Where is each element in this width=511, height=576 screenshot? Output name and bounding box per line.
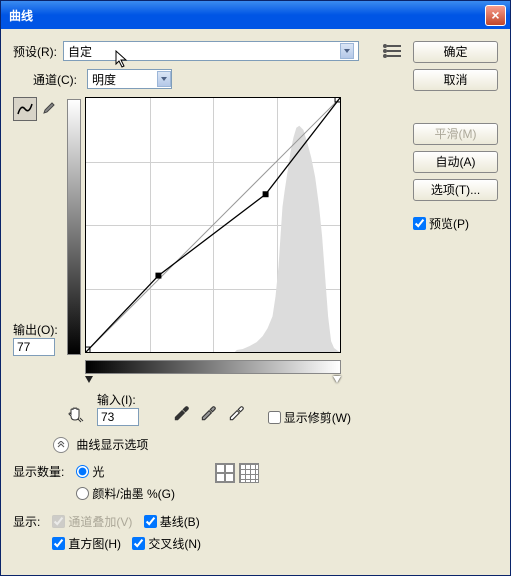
baseline-label: 基线(B) <box>160 513 200 530</box>
curve-icon <box>17 103 33 115</box>
slider-triangles <box>85 376 341 383</box>
show-options: 通道叠加(V) 基线(B) 直方图(H) 交叉线(N) <box>52 513 209 553</box>
channel-row: 通道(C): 明度 <box>33 69 403 89</box>
histogram-checkbox[interactable]: 直方图(H) <box>52 535 121 552</box>
input-section: 输入(I): <box>97 391 139 426</box>
grid-large-button[interactable] <box>239 463 259 483</box>
channel-overlay-checkbox: 通道叠加(V) <box>52 513 132 530</box>
preset-combo[interactable]: 自定 <box>63 41 359 61</box>
show-clip-label: 显示修剪(W) <box>284 409 351 426</box>
window-title: 曲线 <box>9 7 485 24</box>
right-column: 确定 取消 平滑(M) 自动(A) 选项(T)... 预览(P) <box>413 41 498 553</box>
amount-options: 光 颜料/油墨 %(G) <box>76 463 183 503</box>
channel-combo[interactable]: 明度 <box>87 69 172 89</box>
channel-overlay-input <box>52 515 65 528</box>
vertical-gradient <box>67 99 81 355</box>
pigment-label: 颜料/油墨 %(G) <box>92 485 175 502</box>
preset-label: 预设(R): <box>13 43 57 60</box>
pigment-radio-input[interactable] <box>76 487 89 500</box>
cancel-button[interactable]: 取消 <box>413 69 498 91</box>
chevron-down-icon[interactable] <box>157 71 171 87</box>
preset-row: 预设(R): 自定 <box>13 41 403 61</box>
curves-dialog: 曲线 × 预设(R): 自定 通道(C): 明度 <box>0 0 511 576</box>
amount-light-radio[interactable]: 光 <box>76 463 104 480</box>
show-clip-input[interactable] <box>268 411 281 424</box>
input-row: 输入(I): 显示修剪(W) <box>63 391 403 426</box>
show-section: 显示: 通道叠加(V) 基线(B) 直方图(H) 交叉线(N) <box>13 513 403 553</box>
channel-overlay-label: 通道叠加(V) <box>68 513 132 530</box>
channel-value: 明度 <box>92 71 116 88</box>
close-button[interactable]: × <box>485 5 506 26</box>
smooth-button: 平滑(M) <box>413 123 498 145</box>
amount-label: 显示数量: <box>13 463 64 480</box>
amount-pigment-radio[interactable]: 颜料/油墨 %(G) <box>76 485 175 502</box>
curve-svg <box>86 98 340 352</box>
show-clip-checkbox[interactable]: 显示修剪(W) <box>268 409 351 426</box>
intersection-label: 交叉线(N) <box>148 535 201 552</box>
output-section: 输出(O): <box>13 321 63 356</box>
pencil-icon <box>42 101 56 115</box>
hand-icon <box>66 405 84 423</box>
white-eyedropper[interactable] <box>227 405 245 423</box>
output-label: 输出(O): <box>13 321 63 338</box>
curve-point[interactable] <box>155 273 161 279</box>
options-button[interactable]: 选项(T)... <box>413 179 498 201</box>
curve-point[interactable] <box>263 191 269 197</box>
curve-tool-button[interactable] <box>13 97 37 121</box>
titlebar[interactable]: 曲线 × <box>1 1 510 29</box>
show-label: 显示: <box>13 513 40 530</box>
pencil-tool-button[interactable] <box>42 101 58 117</box>
hand-tool-button[interactable] <box>63 402 87 426</box>
grid-size-icons <box>215 463 259 483</box>
left-column: 预设(R): 自定 通道(C): 明度 <box>13 41 403 553</box>
preset-menu-icon[interactable] <box>385 42 403 60</box>
ok-button[interactable]: 确定 <box>413 41 498 63</box>
collapse-button[interactable] <box>53 437 69 453</box>
light-label: 光 <box>92 463 104 480</box>
histogram-label: 直方图(H) <box>68 535 121 552</box>
channel-label: 通道(C): <box>33 71 77 88</box>
histogram-shape <box>86 126 340 352</box>
chevron-up-icon <box>57 441 65 449</box>
content-area: 预设(R): 自定 通道(C): 明度 <box>1 29 510 565</box>
tool-row <box>13 97 63 121</box>
curve-tools: 输出(O): <box>13 97 63 356</box>
intersection-checkbox[interactable]: 交叉线(N) <box>132 535 201 552</box>
black-eyedropper[interactable] <box>172 405 190 423</box>
curve-grid[interactable] <box>85 97 341 353</box>
baseline-input[interactable] <box>144 515 157 528</box>
grad-and-grid <box>67 97 341 356</box>
white-point-slider[interactable] <box>333 376 341 383</box>
output-input[interactable] <box>13 338 55 356</box>
input-label: 输入(I): <box>97 391 139 408</box>
light-radio-input[interactable] <box>76 465 89 478</box>
baseline-checkbox[interactable]: 基线(B) <box>144 513 200 530</box>
grid-small-button[interactable] <box>215 463 235 483</box>
horizontal-gradient <box>85 360 341 374</box>
curve-area: 输出(O): <box>13 97 403 356</box>
input-input[interactable] <box>97 408 139 426</box>
amount-section: 显示数量: 光 颜料/油墨 %(G) <box>13 463 403 503</box>
chevron-down-icon[interactable] <box>340 43 354 59</box>
preset-value: 自定 <box>68 43 92 60</box>
preview-input[interactable] <box>413 217 426 230</box>
black-point-slider[interactable] <box>85 376 93 383</box>
intersection-input[interactable] <box>132 537 145 550</box>
eyedroppers <box>169 405 248 426</box>
curve-options-section: 曲线显示选项 <box>53 436 403 453</box>
curve-options-label: 曲线显示选项 <box>76 438 148 452</box>
histogram-input[interactable] <box>52 537 65 550</box>
preview-checkbox[interactable]: 预览(P) <box>413 215 490 232</box>
auto-button[interactable]: 自动(A) <box>413 151 498 173</box>
gray-eyedropper[interactable] <box>199 405 217 423</box>
preview-label: 预览(P) <box>429 215 469 232</box>
